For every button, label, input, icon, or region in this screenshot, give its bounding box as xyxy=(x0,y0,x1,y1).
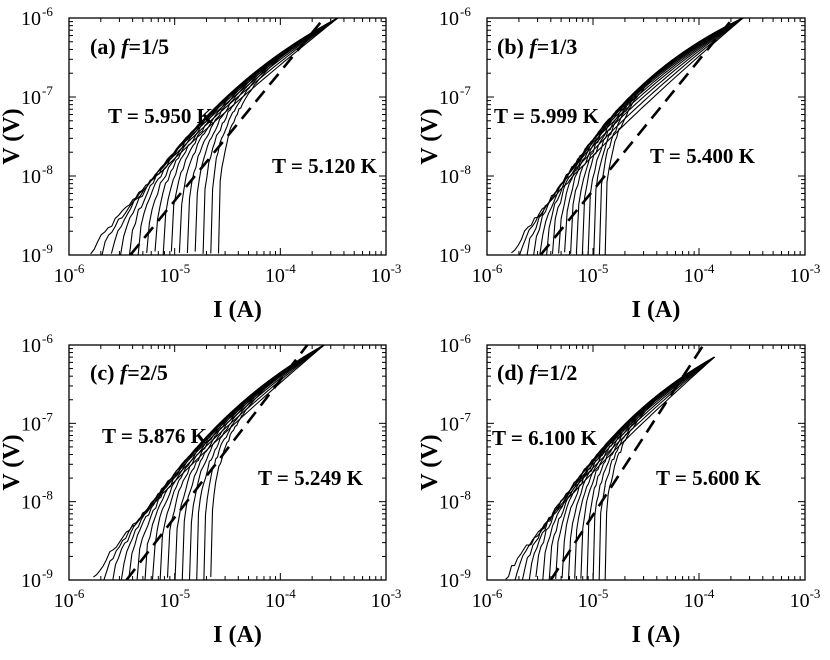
y-axis-label: V (V) xyxy=(417,108,443,164)
x-axis-label: I (A) xyxy=(213,622,262,648)
y-tick-label: 10-7 xyxy=(21,83,53,109)
iv-curve xyxy=(551,18,744,254)
temp-low-label: T = 5.400 K xyxy=(650,144,756,168)
iv-curve xyxy=(564,18,744,253)
x-tick-label: 10-4 xyxy=(684,586,715,612)
panel-c: 10-6 10-5 10-4 10-3 10-9 10-8 10-7 10-6 I (A) V (… xyxy=(0,331,401,648)
iv-curve xyxy=(210,18,339,254)
temp-high-label: T = 6.100 K xyxy=(492,426,598,450)
y-axis-label: V (V) xyxy=(0,108,25,164)
temp-high-label: T = 5.876 K xyxy=(102,424,208,448)
x-tick-label: 10-3 xyxy=(371,261,402,287)
y-tick-label: 10-8 xyxy=(439,162,471,188)
plot-frame xyxy=(68,344,387,581)
x-axis-label: I (A) xyxy=(213,297,262,323)
panel-d: 10-6 10-5 10-4 10-3 10-9 10-8 10-7 10-6 I (A) V (… xyxy=(417,331,820,648)
x-tick-label: 10-3 xyxy=(790,261,821,287)
y-tick-label: 10-7 xyxy=(439,83,471,109)
x-tick-label: 10-5 xyxy=(159,261,190,287)
temp-low-label: T = 5.120 K xyxy=(272,154,378,178)
dashed-line xyxy=(539,18,735,255)
iv-curve xyxy=(575,18,744,254)
x-axis-label: I (A) xyxy=(632,297,681,323)
iv-curve xyxy=(144,345,325,580)
plot-frame xyxy=(486,344,806,581)
x-tick-label: 10-6 xyxy=(472,586,503,612)
x-tick-label: 10-5 xyxy=(578,586,609,612)
temp-low-label: T = 5.249 K xyxy=(258,466,364,490)
x-tick-label: 10-6 xyxy=(54,586,85,612)
plot-frame xyxy=(68,17,387,256)
y-tick-label: 10-8 xyxy=(21,162,53,188)
y-tick-label: 10-9 xyxy=(439,241,471,267)
iv-curve xyxy=(203,345,325,580)
dashed-line xyxy=(549,345,705,580)
iv-curve xyxy=(146,18,339,253)
temp-low-label: T = 5.600 K xyxy=(656,466,762,490)
iv-curve xyxy=(196,345,325,580)
iv-curve xyxy=(598,18,744,255)
iv-curve xyxy=(217,18,339,254)
x-tick-label: 10-6 xyxy=(472,261,503,287)
y-tick-label: 10-9 xyxy=(21,566,53,592)
panel-a: 10-6 10-5 10-4 10-3 10-9 10-8 10-7 10-6 I (A) V (… xyxy=(0,4,401,323)
iv-curve xyxy=(587,18,744,255)
iv-curve xyxy=(514,356,715,580)
panel-label: (c) f=2/5 xyxy=(90,360,168,385)
y-axis-label: V (V) xyxy=(0,434,25,490)
panel-b: 10-6 10-5 10-4 10-3 10-9 10-8 10-7 10-6 I (A) V (… xyxy=(417,4,820,323)
panels: 10-6 10-5 10-4 10-3 10-9 10-8 10-7 10-6 I (A) V (… xyxy=(0,4,820,648)
iv-curve xyxy=(210,345,325,578)
y-tick-label: 10-7 xyxy=(21,409,53,435)
iv-curve xyxy=(186,18,339,254)
x-tick-label: 10-3 xyxy=(371,586,402,612)
temp-high-label: T = 5.999 K xyxy=(494,104,600,128)
panel-label: (b) f=1/3 xyxy=(497,34,577,59)
iv-curve xyxy=(593,18,744,255)
curves xyxy=(505,356,715,580)
y-tick-label: 10-6 xyxy=(21,4,53,30)
y-axis-label: V (V) xyxy=(417,434,443,490)
x-tick-label: 10-4 xyxy=(684,261,715,287)
iv-curve xyxy=(181,345,325,580)
temp-high-label: T = 5.950 K xyxy=(108,104,214,128)
y-tick-label: 10-8 xyxy=(21,488,53,514)
y-tick-label: 10-7 xyxy=(439,409,471,435)
dashed-line xyxy=(125,345,309,580)
iv-curve xyxy=(604,356,715,580)
iv-curve xyxy=(154,18,339,252)
x-tick-label: 10-6 xyxy=(54,261,85,287)
x-axis-label: I (A) xyxy=(632,622,681,648)
x-tick-label: 10-4 xyxy=(265,586,296,612)
x-tick-label: 10-4 xyxy=(265,261,296,287)
y-tick-label: 10-8 xyxy=(439,488,471,514)
dashed-line xyxy=(129,18,326,255)
y-tick-label: 10-9 xyxy=(439,566,471,592)
x-tick-label: 10-5 xyxy=(578,261,609,287)
panel-label: (d) f=1/2 xyxy=(497,360,577,385)
x-tick-label: 10-5 xyxy=(159,586,190,612)
iv-curve xyxy=(604,18,744,255)
iv-curve xyxy=(178,18,339,253)
iv-curve xyxy=(128,18,339,255)
y-tick-label: 10-6 xyxy=(439,331,471,357)
y-tick-label: 10-6 xyxy=(21,331,53,357)
panel-label: (a) f=1/5 xyxy=(90,34,169,59)
x-tick-label: 10-3 xyxy=(790,586,821,612)
y-tick-label: 10-9 xyxy=(21,241,53,267)
plot-frame xyxy=(486,17,806,256)
y-tick-label: 10-6 xyxy=(439,4,471,30)
curves xyxy=(511,18,744,255)
iv-curve xyxy=(151,345,325,580)
iv-curve xyxy=(558,18,744,254)
